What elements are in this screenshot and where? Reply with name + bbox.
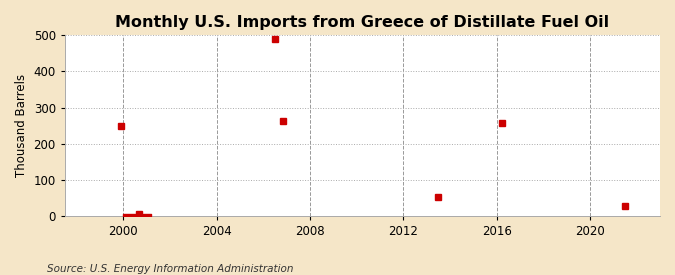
Y-axis label: Thousand Barrels: Thousand Barrels — [15, 74, 28, 177]
Title: Monthly U.S. Imports from Greece of Distillate Fuel Oil: Monthly U.S. Imports from Greece of Dist… — [115, 15, 610, 30]
Text: Source: U.S. Energy Information Administration: Source: U.S. Energy Information Administ… — [47, 264, 294, 274]
